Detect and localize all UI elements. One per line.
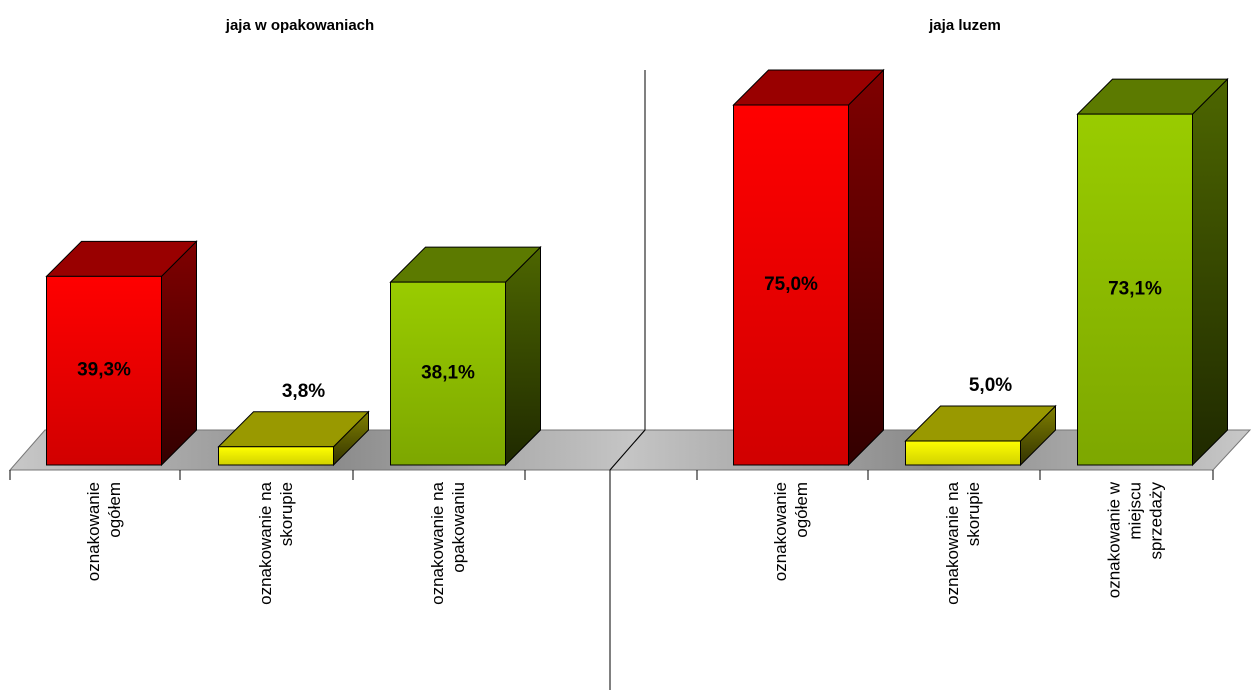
value-label: 75,0% [764, 274, 818, 295]
bar [1077, 113, 1193, 466]
bar [905, 440, 1021, 466]
x-tick-label: oznakowanie na skorupie [943, 482, 983, 605]
value-label: 73,1% [1108, 279, 1162, 300]
x-tick-label: oznakowanie na skorupie [256, 482, 296, 605]
bar-side [161, 240, 197, 467]
bar [390, 281, 506, 466]
divider [609, 70, 646, 690]
value-label: 3,8% [282, 381, 325, 402]
x-tick-label: oznakowanie ogółem [771, 482, 811, 582]
value-label: 5,0% [969, 375, 1012, 396]
bar-side [848, 68, 884, 467]
bar [46, 275, 162, 466]
bar [733, 104, 849, 466]
bar [218, 446, 334, 466]
bar-side [505, 245, 541, 467]
x-tick-label: oznakowanie w miejscu sprzedaży [1104, 482, 1166, 599]
value-label: 38,1% [421, 363, 475, 384]
chart-title: jaja w opakowaniach [225, 17, 374, 34]
x-tick-label: oznakowanie ogółem [84, 482, 124, 582]
chart-title: jaja luzem [928, 17, 1001, 34]
bar-side [1192, 77, 1228, 467]
x-tick-label: oznakowanie na opakowaniu [428, 482, 468, 605]
value-label: 39,3% [77, 360, 131, 381]
